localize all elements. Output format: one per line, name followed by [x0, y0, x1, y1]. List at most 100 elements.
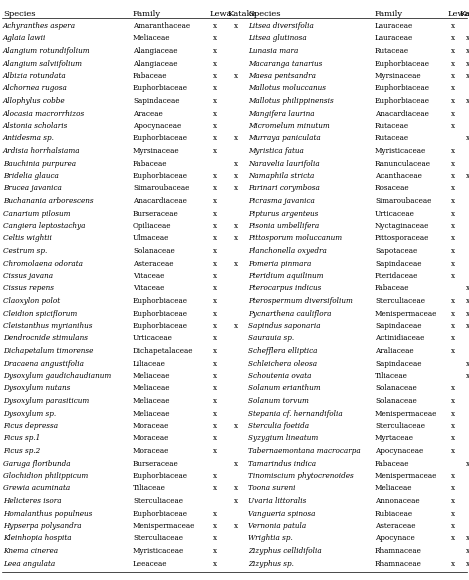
- Text: x: x: [451, 297, 455, 305]
- Text: Namaphila stricta: Namaphila stricta: [248, 172, 314, 180]
- Text: Rhamnaceae: Rhamnaceae: [375, 560, 422, 567]
- Text: Burseraceae: Burseraceae: [133, 209, 179, 218]
- Text: x: x: [451, 184, 455, 193]
- Text: x: x: [213, 360, 217, 368]
- Text: Antidesma sp.: Antidesma sp.: [3, 135, 55, 143]
- Text: x: x: [451, 34, 455, 42]
- Text: Solanaceae: Solanaceae: [375, 397, 417, 405]
- Text: x: x: [213, 409, 217, 418]
- Text: Simaroubaceae: Simaroubaceae: [375, 197, 431, 205]
- Text: x: x: [213, 509, 217, 517]
- Text: Myristica fatua: Myristica fatua: [248, 147, 304, 155]
- Text: x: x: [213, 535, 217, 542]
- Text: Alangiaceae: Alangiaceae: [133, 60, 177, 67]
- Text: Euphorbiaceae: Euphorbiaceae: [133, 322, 188, 330]
- Text: x: x: [451, 335, 455, 343]
- Text: x: x: [451, 472, 455, 480]
- Text: Euphorbiaceae: Euphorbiaceae: [375, 60, 430, 67]
- Text: Lewa: Lewa: [448, 10, 469, 18]
- Text: x: x: [213, 310, 217, 317]
- Text: Rosaceae: Rosaceae: [375, 184, 409, 193]
- Text: x: x: [451, 322, 455, 330]
- Text: x: x: [466, 135, 469, 143]
- Text: Sterculia foetida: Sterculia foetida: [248, 422, 309, 430]
- Text: Wrightia sp.: Wrightia sp.: [248, 535, 293, 542]
- Text: Vernonia patula: Vernonia patula: [248, 522, 306, 530]
- Text: x: x: [466, 72, 469, 80]
- Text: Species: Species: [248, 10, 280, 18]
- Text: Stepania cf. hernandifolia: Stepania cf. hernandifolia: [248, 409, 343, 418]
- Text: Anacardiaceae: Anacardiaceae: [133, 197, 187, 205]
- Text: Zizyphus cellidifolia: Zizyphus cellidifolia: [248, 547, 322, 555]
- Text: x: x: [213, 184, 217, 193]
- Text: Dysoxylum parasiticum: Dysoxylum parasiticum: [3, 397, 89, 405]
- Text: Sterculiaceae: Sterculiaceae: [375, 422, 425, 430]
- Text: x: x: [451, 272, 455, 280]
- Text: x: x: [213, 22, 217, 30]
- Text: Menispermaceae: Menispermaceae: [375, 472, 438, 480]
- Text: Asteraceae: Asteraceae: [133, 259, 174, 267]
- Text: Liliaceae: Liliaceae: [133, 360, 166, 368]
- Text: x: x: [451, 172, 455, 180]
- Text: x: x: [466, 459, 469, 467]
- Text: Dichapetalum timorense: Dichapetalum timorense: [3, 347, 93, 355]
- Text: Knema cinerea: Knema cinerea: [3, 547, 58, 555]
- Text: x: x: [213, 522, 217, 530]
- Text: Kataka: Kataka: [460, 10, 469, 18]
- Text: x: x: [451, 122, 455, 130]
- Text: Lauraceae: Lauraceae: [375, 22, 413, 30]
- Text: x: x: [451, 497, 455, 505]
- Text: Pipturus argenteus: Pipturus argenteus: [248, 209, 318, 218]
- Text: x: x: [451, 197, 455, 205]
- Text: Vitaceae: Vitaceae: [133, 272, 164, 280]
- Text: Araceae: Araceae: [133, 110, 163, 118]
- Text: Uvaria littoralis: Uvaria littoralis: [248, 497, 306, 505]
- Text: x: x: [234, 422, 238, 430]
- Text: x: x: [451, 310, 455, 317]
- Text: Moraceae: Moraceae: [133, 434, 169, 443]
- Text: Euphorbiaceae: Euphorbiaceae: [133, 310, 188, 317]
- Text: x: x: [213, 385, 217, 393]
- Text: x: x: [213, 222, 217, 230]
- Text: Alangiaceae: Alangiaceae: [133, 47, 177, 55]
- Text: Sapindaceae: Sapindaceae: [375, 360, 422, 368]
- Text: Cleidion spiciflorum: Cleidion spiciflorum: [3, 310, 77, 317]
- Text: x: x: [466, 322, 469, 330]
- Text: Vitaceae: Vitaceae: [133, 285, 164, 292]
- Text: x: x: [451, 209, 455, 218]
- Text: Simaroubaceae: Simaroubaceae: [133, 184, 189, 193]
- Text: Lewa: Lewa: [210, 10, 233, 18]
- Text: Family: Family: [133, 10, 161, 18]
- Text: Macaranga tanarius: Macaranga tanarius: [248, 60, 322, 67]
- Text: x: x: [213, 85, 217, 92]
- Text: Mallotus moluccanus: Mallotus moluccanus: [248, 85, 326, 92]
- Text: Leea angulata: Leea angulata: [3, 560, 55, 567]
- Text: Vangueria spinosa: Vangueria spinosa: [248, 509, 316, 517]
- Text: Solanaceae: Solanaceae: [375, 385, 417, 393]
- Text: Parinari corymbosa: Parinari corymbosa: [248, 184, 320, 193]
- Text: Fabaceae: Fabaceae: [375, 285, 409, 292]
- Text: Rutaceae: Rutaceae: [375, 122, 409, 130]
- Text: Moraceae: Moraceae: [133, 422, 169, 430]
- Text: Alangium rotundifolium: Alangium rotundifolium: [3, 47, 91, 55]
- Text: x: x: [213, 547, 217, 555]
- Text: x: x: [451, 509, 455, 517]
- Text: Litsea glutinosa: Litsea glutinosa: [248, 34, 307, 42]
- Text: Ranunculaceae: Ranunculaceae: [375, 160, 431, 168]
- Text: x: x: [213, 422, 217, 430]
- Text: Euphorbiaceae: Euphorbiaceae: [133, 509, 188, 517]
- Text: x: x: [451, 434, 455, 443]
- Text: Brucea javanica: Brucea javanica: [3, 184, 62, 193]
- Text: Menispermaceae: Menispermaceae: [133, 522, 196, 530]
- Text: x: x: [451, 522, 455, 530]
- Text: x: x: [213, 272, 217, 280]
- Text: x: x: [213, 122, 217, 130]
- Text: x: x: [213, 135, 217, 143]
- Text: x: x: [451, 222, 455, 230]
- Text: x: x: [451, 484, 455, 492]
- Text: Schleichera oleosa: Schleichera oleosa: [248, 360, 317, 368]
- Text: Sterculiaceae: Sterculiaceae: [133, 497, 183, 505]
- Text: x: x: [234, 484, 238, 492]
- Text: x: x: [451, 535, 455, 542]
- Text: Buchanania arborescens: Buchanania arborescens: [3, 197, 94, 205]
